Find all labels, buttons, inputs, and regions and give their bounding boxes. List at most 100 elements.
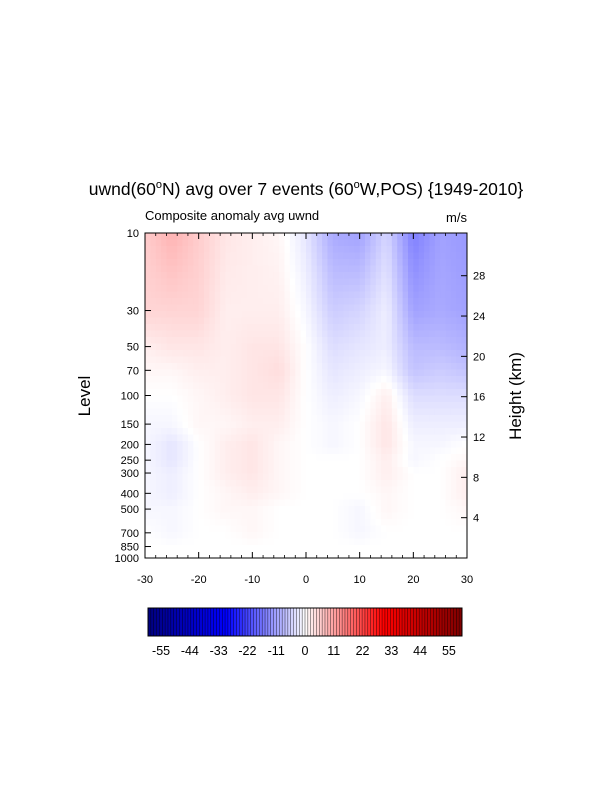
heatmap-cell	[375, 272, 382, 279]
heatmap-cell	[413, 343, 420, 351]
heatmap-cell	[359, 428, 366, 435]
heatmap-cell	[198, 304, 205, 312]
heatmap-cell	[220, 246, 226, 253]
heatmap-cell	[424, 311, 430, 318]
heatmap-cell	[166, 428, 173, 435]
heatmap-cell	[177, 486, 183, 494]
heatmap-cell	[177, 311, 183, 318]
heatmap-cell	[289, 304, 296, 312]
heatmap-cell	[354, 265, 361, 273]
heatmap-cell	[359, 480, 366, 487]
heatmap-cell	[204, 376, 210, 383]
heatmap-cell	[434, 356, 441, 364]
heatmap-cell	[204, 402, 210, 409]
heatmap-cell	[461, 311, 467, 318]
heatmap-cell	[450, 447, 457, 455]
colorbar-swatch	[387, 608, 391, 636]
heatmap-cell	[332, 512, 339, 520]
heatmap-cell	[241, 415, 248, 422]
heatmap-cell	[440, 506, 446, 513]
heatmap-cell	[370, 272, 377, 279]
heatmap-cell	[386, 363, 393, 370]
heatmap-cell	[220, 395, 226, 403]
colorbar	[148, 608, 463, 636]
heatmap-cell	[440, 551, 446, 558]
heatmap-cell	[332, 285, 339, 292]
heatmap-cell	[225, 317, 232, 325]
heatmap-cell	[236, 454, 242, 461]
heatmap-cell	[424, 356, 430, 364]
heatmap-cell	[295, 428, 302, 435]
heatmap-cell	[177, 252, 183, 260]
heatmap-cell	[204, 291, 210, 299]
heatmap-cell	[413, 538, 420, 546]
heatmap-cell	[316, 519, 323, 526]
heatmap-cell	[209, 246, 216, 253]
heatmap-cell	[273, 519, 280, 526]
heatmap-cell	[365, 434, 371, 442]
heatmap-cell	[198, 421, 205, 429]
heatmap-cell	[429, 506, 436, 513]
heatmap-cell	[257, 519, 264, 526]
heatmap-cell	[450, 454, 457, 461]
heatmap-cell	[365, 350, 371, 357]
heatmap-cell	[300, 506, 307, 513]
heatmap-cell	[434, 330, 441, 338]
heatmap-cell	[209, 506, 216, 513]
heatmap-cell	[273, 324, 280, 331]
heatmap-cell	[434, 493, 441, 500]
heatmap-cell	[348, 532, 355, 539]
heatmap-cell	[407, 467, 414, 474]
heatmap-cell	[386, 317, 393, 325]
heatmap-cell	[434, 460, 441, 468]
heatmap-cell	[209, 467, 216, 474]
heatmap-cell	[225, 447, 232, 455]
heatmap-cell	[273, 441, 280, 448]
heatmap-cell	[418, 389, 425, 396]
heatmap-cell	[370, 356, 377, 364]
heatmap-cell	[370, 421, 377, 429]
heatmap-cell	[402, 473, 409, 481]
heatmap-cell	[445, 330, 452, 338]
heatmap-cell	[391, 415, 398, 422]
heatmap-cell	[429, 434, 436, 442]
heatmap-cell	[161, 545, 167, 552]
heatmap-cell	[289, 402, 296, 409]
heatmap-cell	[268, 395, 275, 403]
heatmap-cell	[370, 525, 377, 533]
heatmap-cell	[407, 415, 414, 422]
heatmap-cell	[225, 330, 232, 338]
heatmap-cell	[161, 291, 167, 299]
heatmap-cell	[300, 376, 307, 383]
heatmap-cell	[402, 324, 409, 331]
heatmap-cell	[263, 551, 269, 558]
heatmap-cell	[220, 512, 226, 520]
heatmap-cell	[177, 519, 183, 526]
heatmap-cell	[311, 408, 318, 416]
heatmap-cell	[225, 441, 232, 448]
heatmap-cell	[386, 525, 393, 533]
heatmap-cell	[145, 317, 151, 325]
heatmap-cell	[402, 239, 409, 247]
heatmap-cell	[381, 324, 387, 331]
heatmap-cell	[246, 259, 253, 266]
heatmap-cell	[241, 272, 248, 279]
heatmap-cell	[182, 460, 189, 468]
heatmap-cell	[359, 402, 366, 409]
heatmap-cell	[397, 382, 403, 390]
heatmap-cell	[348, 506, 355, 513]
heatmap-cell	[220, 493, 226, 500]
heatmap-cell	[198, 538, 205, 546]
heatmap-cell	[348, 382, 355, 390]
heatmap-cell	[386, 298, 393, 305]
heatmap-cell	[391, 519, 398, 526]
heatmap-cell	[268, 506, 275, 513]
heatmap-cell	[365, 460, 371, 468]
heatmap-cell	[193, 246, 200, 253]
heatmap-cell	[268, 551, 275, 558]
heatmap-cell	[273, 415, 280, 422]
heatmap-cell	[214, 239, 221, 247]
heatmap-cell	[397, 233, 403, 240]
heatmap-cell	[397, 428, 403, 435]
heatmap-cell	[300, 467, 307, 474]
